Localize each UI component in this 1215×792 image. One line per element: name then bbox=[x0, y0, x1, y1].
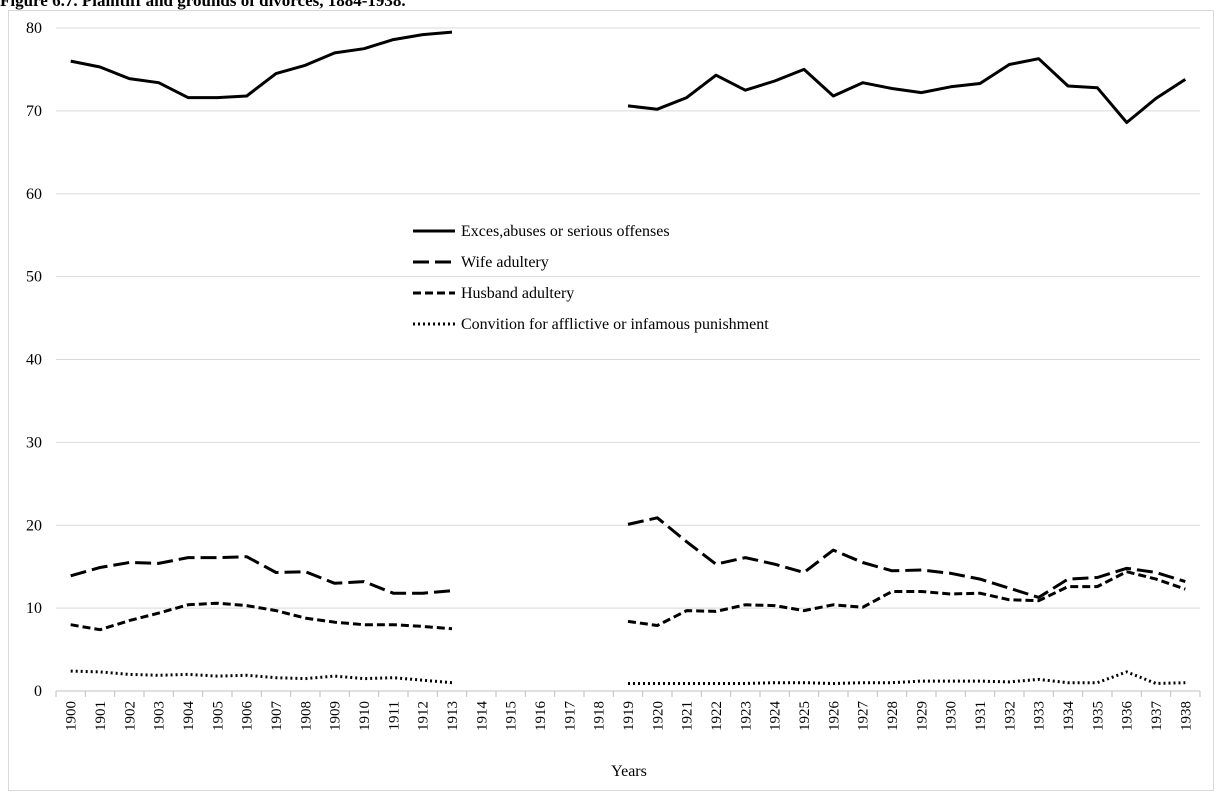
x-tick-label: 1918 bbox=[592, 701, 608, 731]
x-tick-label: 1933 bbox=[1032, 701, 1048, 731]
x-tick-label: 1924 bbox=[768, 701, 784, 732]
x-tick-label: 1902 bbox=[122, 701, 138, 731]
x-tick-label: 1935 bbox=[1090, 701, 1106, 731]
x-tick-label: 1938 bbox=[1178, 701, 1194, 731]
x-tick-label: 1930 bbox=[944, 701, 960, 731]
x-tick-label: 1937 bbox=[1149, 701, 1165, 732]
x-tick-label: 1905 bbox=[210, 701, 226, 731]
x-tick-label: 1931 bbox=[973, 701, 989, 731]
y-tick-label: 20 bbox=[26, 517, 42, 534]
x-tick-label: 1904 bbox=[181, 701, 197, 732]
y-tick-label: 0 bbox=[34, 683, 42, 700]
x-tick-labels: 1900 1901 1902 1903 1904 1905 1906 1907 1908 1909… bbox=[55, 691, 1201, 732]
y-tick-label: 60 bbox=[26, 186, 42, 203]
x-tick-label: 1907 bbox=[269, 701, 285, 732]
x-tick-label: 1915 bbox=[504, 701, 520, 731]
y-tick-label: 70 bbox=[26, 103, 42, 120]
series-line bbox=[70, 516, 1186, 599]
y-tick-label: 80 bbox=[26, 20, 42, 37]
y-tick-label: 10 bbox=[26, 600, 42, 617]
x-tick-label: 1927 bbox=[856, 701, 872, 732]
x-tick-label: 1916 bbox=[533, 701, 549, 732]
y-tick-label: 50 bbox=[26, 269, 42, 286]
x-tick-label: 1934 bbox=[1061, 701, 1077, 732]
x-tick-label: 1936 bbox=[1120, 701, 1136, 732]
x-tick-label: 1903 bbox=[152, 701, 168, 731]
series-line bbox=[70, 570, 1186, 632]
legend-label: Exces,abuses or serious offenses bbox=[461, 223, 670, 240]
series-line bbox=[70, 30, 1187, 124]
x-tick-label: 1900 bbox=[64, 701, 80, 731]
x-tick-label: 1911 bbox=[386, 701, 402, 730]
series-line bbox=[70, 669, 1186, 685]
x-tick-label: 1929 bbox=[914, 701, 930, 731]
figure-title: Figure 6.7. Plaintiff and grounds of div… bbox=[0, 0, 406, 10]
y-tick-label: 40 bbox=[26, 352, 42, 369]
legend-label: Wife adultery bbox=[461, 254, 549, 271]
x-tick-label: 1909 bbox=[328, 701, 344, 731]
x-tick-label: 1912 bbox=[416, 701, 432, 731]
x-tick-label: 1914 bbox=[474, 701, 490, 732]
x-tick-label: 1928 bbox=[885, 701, 901, 731]
y-tick-labels: 0 10 20 30 40 50 60 70 80 bbox=[26, 20, 42, 700]
chart-frame bbox=[8, 10, 1214, 791]
x-tick-label: 1922 bbox=[709, 701, 725, 731]
x-tick-label: 1932 bbox=[1002, 701, 1018, 731]
x-tick-label: 1901 bbox=[93, 701, 109, 731]
x-tick-label: 1917 bbox=[562, 701, 578, 732]
x-tick-label: 1921 bbox=[680, 701, 696, 731]
x-tick-label: 1906 bbox=[240, 701, 256, 732]
x-tick-label: 1919 bbox=[621, 701, 637, 731]
x-tick-label: 1908 bbox=[298, 701, 314, 731]
legend: Exces,abuses or serious offenses Wife adu… bbox=[413, 223, 769, 333]
x-tick-label: 1920 bbox=[650, 701, 666, 731]
y-tick-label: 30 bbox=[26, 434, 42, 451]
x-tick-label: 1923 bbox=[738, 701, 754, 731]
x-tick-label: 1925 bbox=[797, 701, 813, 731]
x-tick-label: 1910 bbox=[357, 701, 373, 731]
x-tick-label: 1926 bbox=[826, 701, 842, 732]
x-tick-label: 1913 bbox=[445, 701, 461, 731]
x-axis-label: Years bbox=[611, 763, 647, 780]
gridlines bbox=[56, 27, 1200, 692]
legend-label: Husband adultery bbox=[461, 285, 574, 302]
legend-label: Convition for afflictive or infamous pun… bbox=[461, 316, 769, 333]
series-lines bbox=[70, 30, 1187, 685]
